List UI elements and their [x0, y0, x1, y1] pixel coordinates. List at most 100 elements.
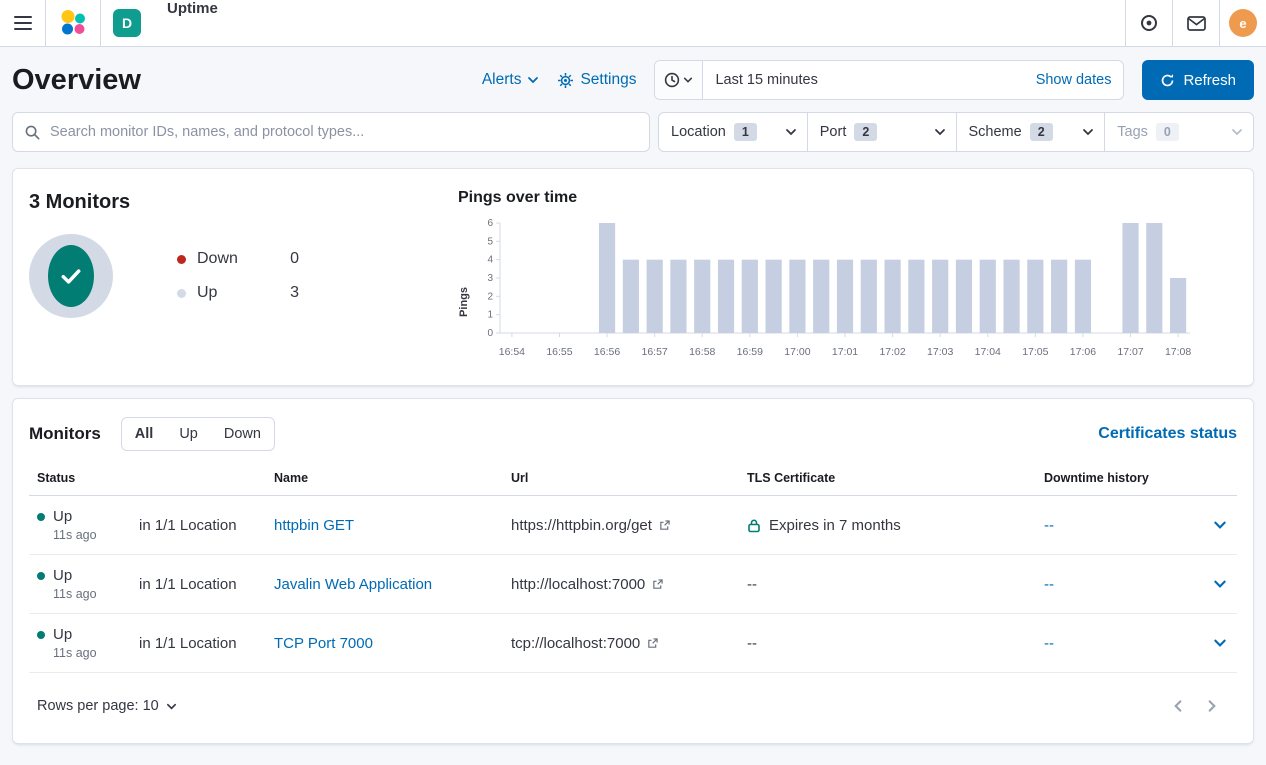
app-breadcrumb[interactable]: Uptime — [167, 0, 218, 17]
settings-link[interactable]: Settings — [557, 71, 636, 89]
mail-icon — [1186, 15, 1206, 31]
refresh-icon — [1162, 73, 1174, 86]
expand-row-button[interactable] — [1186, 518, 1237, 532]
pagination — [1161, 689, 1229, 723]
certificates-status-link[interactable]: Certificates status — [1098, 425, 1237, 442]
chevron-left-icon — [1174, 700, 1182, 712]
rows-per-page-button[interactable]: Rows per page: 10 — [37, 698, 177, 714]
tab-down[interactable]: Down — [223, 426, 261, 442]
refresh-button[interactable]: Refresh — [1142, 60, 1254, 100]
svg-text:16:56: 16:56 — [594, 346, 620, 358]
tls-certificate-cell: -- — [747, 634, 757, 652]
svg-text:17:03: 17:03 — [927, 346, 953, 358]
legend-label: Down — [197, 250, 238, 267]
refresh-label: Refresh — [1183, 71, 1236, 89]
monitors-title: Monitors — [29, 424, 101, 443]
filter-count-badge: 0 — [1155, 123, 1179, 141]
monitor-url-link[interactable]: http://localhost:7000 — [503, 576, 739, 593]
status-cell: Up 11s ago — [29, 508, 131, 542]
chevron-right-icon — [1208, 700, 1216, 712]
svg-text:17:06: 17:06 — [1070, 346, 1096, 358]
svg-text:0: 0 — [487, 328, 493, 339]
svg-text:1: 1 — [487, 310, 493, 321]
svg-text:17:04: 17:04 — [975, 346, 1001, 358]
page-title: Overview — [12, 63, 141, 96]
monitor-link[interactable]: Javalin Web Application — [274, 575, 433, 593]
space-selector[interactable]: D — [101, 0, 153, 46]
chevron-down-icon — [934, 129, 945, 136]
settings-label: Settings — [580, 71, 637, 88]
space-badge[interactable]: D — [113, 9, 141, 37]
chevron-down-icon — [785, 129, 796, 136]
menu-button[interactable] — [0, 0, 46, 46]
filter-label: Location — [671, 124, 726, 140]
filter-count-badge: 2 — [854, 123, 878, 141]
chevron-down-icon — [528, 77, 539, 84]
topbar-right-actions: e — [1125, 0, 1266, 46]
show-dates-link[interactable]: Show dates — [1035, 72, 1112, 88]
next-page-button[interactable] — [1195, 689, 1229, 723]
elastic-logo[interactable] — [46, 0, 101, 46]
alerts-dropdown[interactable]: Alerts — [482, 71, 540, 89]
chart-y-axis-label: Pings — [458, 287, 470, 317]
all-up-indicator — [48, 245, 94, 307]
column-location — [131, 468, 266, 488]
gear-icon — [558, 72, 574, 88]
monitor-link[interactable]: httpbin GET — [274, 516, 355, 534]
column-expand — [1186, 468, 1237, 488]
tls-certificate-cell: -- — [747, 575, 757, 593]
expand-row-button[interactable] — [1186, 636, 1237, 650]
up-status-dot-icon — [37, 571, 45, 580]
svg-text:5: 5 — [487, 236, 493, 247]
quick-select-button[interactable] — [655, 61, 704, 99]
snapshot-panel: 3 Monitors Down 0 — [12, 168, 1254, 386]
last-check-time: 11s ago — [53, 528, 97, 542]
filter-group: Location 1 Port 2 Scheme 2 Tags 0 — [658, 112, 1254, 152]
filter-scheme[interactable]: Scheme 2 — [955, 112, 1106, 152]
filter-location[interactable]: Location 1 — [658, 112, 808, 152]
up-status-dot-icon — [37, 512, 45, 521]
monitor-url-link[interactable]: tcp://localhost:7000 — [503, 635, 739, 652]
previous-page-button[interactable] — [1161, 689, 1195, 723]
user-menu-button[interactable]: e — [1219, 0, 1266, 46]
monitor-search[interactable] — [12, 112, 650, 152]
search-input[interactable] — [48, 123, 637, 141]
external-link-icon — [648, 637, 658, 648]
monitor-link[interactable]: TCP Port 7000 — [274, 634, 373, 652]
svg-text:2: 2 — [487, 291, 493, 302]
chevron-down-icon — [684, 77, 693, 83]
filter-count-badge: 1 — [733, 123, 757, 141]
snapshot-title: 3 Monitors — [29, 191, 131, 213]
legend-value: 3 — [290, 284, 299, 301]
time-range-value[interactable]: Last 15 minutes — [715, 72, 818, 88]
up-dot-icon — [177, 288, 186, 298]
tab-up[interactable]: Up — [179, 426, 198, 442]
location-cell: in 1/1 Location — [139, 575, 237, 593]
location-cell: in 1/1 Location — [139, 634, 237, 652]
chart-title: Pings over time — [458, 189, 578, 206]
legend-value: 0 — [290, 250, 299, 267]
monitor-name-cell: Javalin Web Application — [266, 576, 503, 593]
status-filter-tabs: All Up Down — [120, 417, 275, 451]
svg-text:17:05: 17:05 — [1022, 346, 1048, 358]
column-status: Status — [37, 471, 76, 485]
column-tls: TLS Certificate — [747, 471, 836, 485]
svg-text:17:08: 17:08 — [1165, 346, 1191, 358]
chevron-down-icon — [1214, 580, 1226, 588]
svg-text:16:57: 16:57 — [642, 346, 668, 358]
table-footer: Rows per page: 10 — [29, 689, 1237, 727]
filter-bar: Location 1 Port 2 Scheme 2 Tags 0 — [0, 112, 1266, 152]
snapshot-legend: Down 0 Up 3 — [177, 250, 299, 302]
monitor-url-link[interactable]: https://httpbin.org/get — [503, 517, 739, 534]
newsfeed-button[interactable] — [1172, 0, 1219, 46]
table-row: Up 11s ago in 1/1 Location TCP Port 7000… — [29, 614, 1237, 673]
cloud-button[interactable] — [1125, 0, 1172, 46]
filter-tags[interactable]: Tags 0 — [1104, 112, 1254, 152]
column-name: Name — [274, 471, 309, 485]
tab-all[interactable]: All — [134, 426, 154, 442]
filter-port[interactable]: Port 2 — [806, 112, 957, 152]
clock-icon — [665, 72, 680, 88]
elastic-logo-icon — [61, 10, 85, 35]
external-link-icon — [653, 578, 663, 589]
expand-row-button[interactable] — [1186, 577, 1237, 591]
